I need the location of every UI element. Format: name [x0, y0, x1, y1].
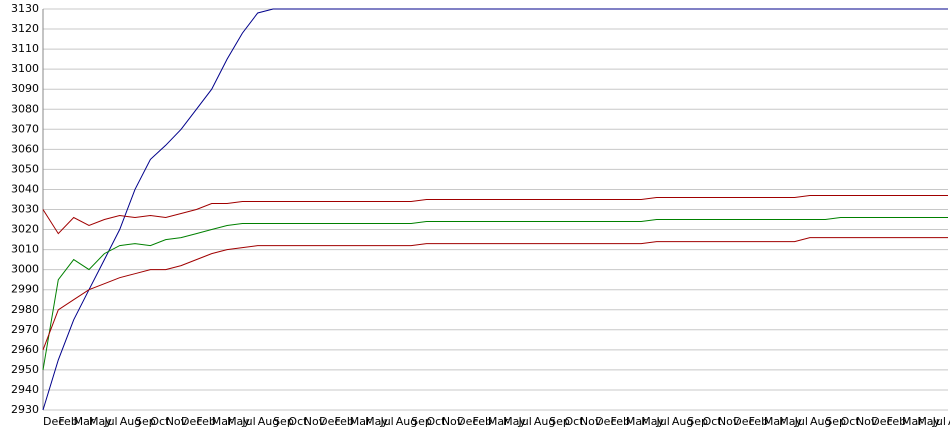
x-tick-label: Oct	[841, 415, 861, 428]
x-tick-label: Aug	[672, 415, 693, 428]
series-line	[42, 217, 948, 370]
x-tick-label: Jul	[379, 415, 393, 428]
x-tick-label: May	[503, 415, 526, 428]
y-tick-label: 3010	[11, 243, 39, 256]
x-tick-label: Oct	[426, 415, 446, 428]
x-tick-label: Feb	[611, 415, 630, 428]
y-tick-label: 3050	[11, 162, 39, 175]
x-tick-label: May	[641, 415, 664, 428]
x-tick-label: May	[89, 415, 112, 428]
x-tick-label: Mar	[488, 415, 509, 428]
x-tick-label: Mar	[350, 415, 371, 428]
x-tick-label: May	[779, 415, 802, 428]
y-tick-label: 2970	[11, 323, 39, 336]
x-tick-label: Jul	[241, 415, 255, 428]
x-tick-label: Sep	[135, 415, 156, 428]
x-tick-label: Jul	[518, 415, 532, 428]
y-tick-label: 3080	[11, 102, 39, 115]
x-tick-label: Oct	[703, 415, 723, 428]
x-tick-label: Nov	[166, 415, 188, 428]
x-tick-label: Mar	[902, 415, 923, 428]
y-tick-label: 3060	[11, 142, 39, 155]
y-tick-label: 2940	[11, 383, 39, 396]
x-tick-label: Feb	[196, 415, 215, 428]
x-tick-label: May	[917, 415, 940, 428]
x-tick-label: Aug	[948, 415, 950, 428]
x-tick-label: Dec	[43, 415, 64, 428]
x-tick-label: Aug	[810, 415, 831, 428]
y-tick-label: 3070	[11, 122, 39, 135]
x-tick-label: Sep	[549, 415, 570, 428]
y-tick-label: 3090	[11, 82, 39, 95]
x-tick-label: Nov	[442, 415, 464, 428]
x-tick-label: Dec	[733, 415, 754, 428]
x-tick-label: Feb	[472, 415, 491, 428]
y-tick-label: 3020	[11, 223, 39, 236]
series-line	[42, 195, 948, 235]
x-tick-label: Jul	[656, 415, 670, 428]
y-tick-label: 3130	[11, 2, 39, 15]
x-tick-label: May	[227, 415, 250, 428]
y-tick-label: 3040	[11, 182, 39, 195]
x-tick-label: Feb	[334, 415, 353, 428]
series-line	[42, 8, 948, 411]
y-tick-label: 2950	[11, 363, 39, 376]
x-tick-label: Aug	[396, 415, 417, 428]
x-tick-label: Dec	[181, 415, 202, 428]
y-tick-label: 3110	[11, 42, 39, 55]
x-tick-label: Jul	[794, 415, 808, 428]
x-tick-label: Nov	[580, 415, 602, 428]
x-tick-label: Sep	[825, 415, 846, 428]
y-tick-label: 3120	[11, 22, 39, 35]
x-tick-label: Mar	[764, 415, 785, 428]
x-tick-label: Dec	[871, 415, 892, 428]
y-tick-label: 2980	[11, 303, 39, 316]
y-tick-label: 2930	[11, 403, 39, 416]
x-tick-label: Sep	[273, 415, 294, 428]
x-tick-label: Jul	[932, 415, 946, 428]
x-tick-label: Dec	[595, 415, 616, 428]
series-line	[42, 237, 948, 351]
x-tick-label: Oct	[565, 415, 585, 428]
x-tick-label: Aug	[258, 415, 279, 428]
x-tick-label: Oct	[288, 415, 308, 428]
x-tick-label: Mar	[74, 415, 95, 428]
y-tick-label: 2990	[11, 283, 39, 296]
x-tick-label: Jul	[103, 415, 117, 428]
x-tick-label: Oct	[150, 415, 170, 428]
x-tick-label: Dec	[457, 415, 478, 428]
x-tick-label: Feb	[887, 415, 906, 428]
x-tick-label: Aug	[120, 415, 141, 428]
y-tick-label: 3000	[11, 263, 39, 276]
x-tick-label: Dec	[319, 415, 340, 428]
x-tick-label: Aug	[534, 415, 555, 428]
x-tick-label: Nov	[856, 415, 878, 428]
x-tick-label: Nov	[718, 415, 740, 428]
y-tick-label: 3030	[11, 203, 39, 216]
x-tick-label: Feb	[58, 415, 77, 428]
x-tick-label: Sep	[687, 415, 708, 428]
x-tick-label: Mar	[212, 415, 233, 428]
x-tick-label: Mar	[626, 415, 647, 428]
y-tick-label: 2960	[11, 343, 39, 356]
x-tick-label: May	[365, 415, 388, 428]
x-tick-label: Sep	[411, 415, 432, 428]
x-tick-label: Feb	[749, 415, 768, 428]
y-tick-label: 3100	[11, 62, 39, 75]
x-tick-label: Nov	[304, 415, 326, 428]
